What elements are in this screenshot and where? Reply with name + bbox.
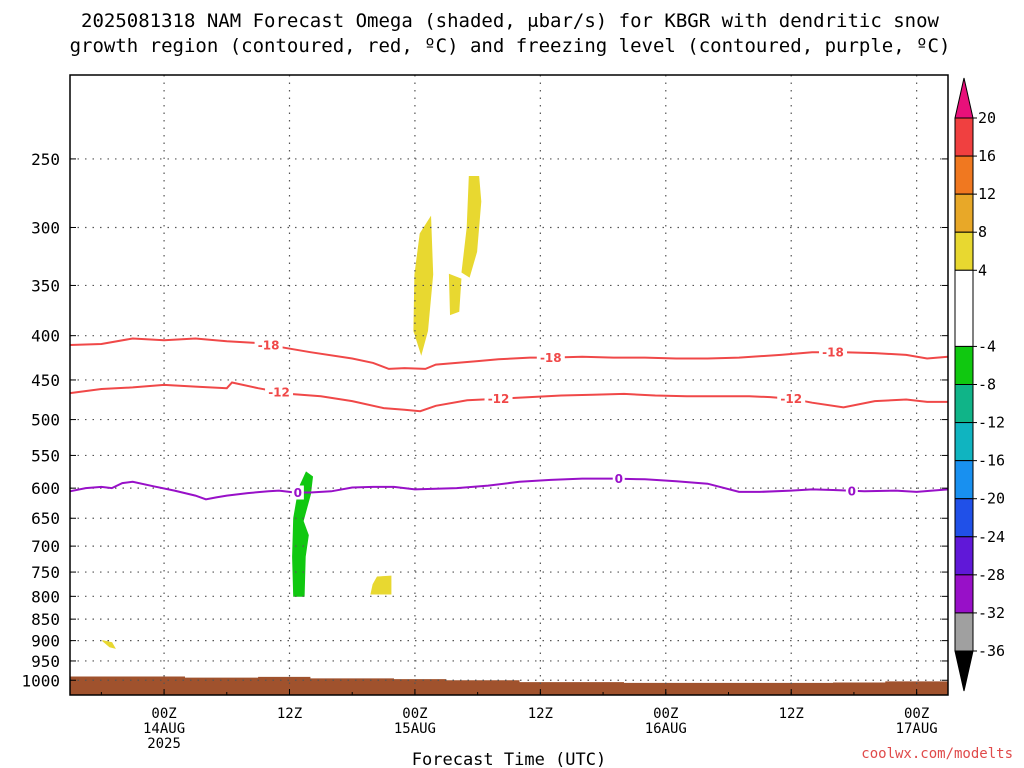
- contour-label-bg-0-2: [819, 345, 848, 360]
- contour-label-bg-0-0: [254, 337, 283, 352]
- x-tick-label-6-3: 2025: [147, 736, 181, 752]
- colorbar-segment-6: [954, 345, 974, 385]
- colorbar-segment-10: [954, 498, 974, 538]
- y-tick-label-550: 550: [31, 446, 60, 465]
- contour-label-0-0: -18: [258, 338, 280, 352]
- omega-region-5: [102, 640, 116, 649]
- x-tick-label-30-1: 00Z: [402, 706, 427, 722]
- y-tick-label-950: 950: [31, 652, 60, 671]
- colorbar-segment-4: [954, 231, 974, 271]
- colorbar-tick-label-1: 16: [978, 147, 996, 165]
- contour-label-0-1: -18: [540, 351, 562, 365]
- x-tick-label-78-2: 17AUG: [896, 721, 938, 737]
- y-tick-label-600: 600: [31, 479, 60, 498]
- y-tick-label-650: 650: [31, 509, 60, 528]
- y-tick-label-700: 700: [31, 537, 60, 556]
- colorbar-tick-label-7: -12: [978, 414, 1005, 432]
- plot-area: [70, 75, 948, 695]
- omega-region-3: [292, 471, 314, 597]
- colorbar-segment-12: [954, 574, 974, 614]
- colorbar-arrow-top: [954, 77, 974, 119]
- contour-label-1-1: -12: [488, 392, 510, 406]
- contour-label-bg-2-2: [845, 483, 858, 498]
- contour-lines: -18 -18 -18 -12 -12 -12 0 0 0: [69, 337, 949, 501]
- colorbar-tick-label-6: -8: [978, 376, 996, 394]
- y-tick-label-350: 350: [31, 276, 60, 295]
- y-tick-label-1000: 1000: [21, 671, 60, 690]
- y-tick-label-250: 250: [31, 150, 60, 169]
- colorbar-segment-5: [954, 269, 974, 347]
- colorbar-segment-9: [954, 460, 974, 500]
- contour-label-0-2: -18: [822, 346, 844, 360]
- colorbar-segment-3: [954, 193, 974, 233]
- x-axis-label: Forecast Time (UTC): [412, 750, 606, 768]
- y-tick-label-300: 300: [31, 218, 60, 237]
- x-tick-label-78-1: 00Z: [904, 706, 929, 722]
- colorbar: 20 16 12 8 4 -4 -8 -12 -16 -20 -24 -28 -32 -36: [954, 77, 1005, 692]
- omega-region-4: [370, 575, 392, 595]
- plot-frame: [69, 74, 949, 696]
- plot-background: [70, 75, 948, 695]
- x-tick-label-6-1: 00Z: [151, 706, 176, 722]
- colorbar-segment-1: [954, 117, 974, 157]
- contour-label-1-2: -12: [780, 392, 802, 406]
- colorbar-tick-label-9: -20: [978, 490, 1005, 508]
- plot-border: [69, 74, 949, 696]
- colorbar-segment-2: [954, 155, 974, 195]
- colorbar-tick-label-10: -24: [978, 528, 1005, 546]
- x-tick-label-30-2: 15AUG: [394, 721, 436, 737]
- contour-label-2-1: 0: [615, 472, 623, 486]
- colorbar-segment-7: [954, 384, 974, 424]
- contour-label-bg-2-0: [291, 485, 304, 500]
- colorbar-tick-label-8: -16: [978, 452, 1005, 470]
- contour-line-2: [69, 477, 949, 501]
- y-tick-label-750: 750: [31, 563, 60, 582]
- title-line-1: 2025081318 NAM Forecast Omega (shaded, μ…: [81, 10, 939, 32]
- colorbar-tick-label-2: 12: [978, 185, 996, 203]
- y-axis-ticks: 250 300 350 400 450 500 550 600 650 700 750 800 850 9…: [21, 150, 948, 690]
- x-tick-label-66-1: 12Z: [779, 706, 804, 722]
- colorbar-tick-label-12: -32: [978, 604, 1005, 622]
- x-tick-label-54-2: 16AUG: [645, 721, 687, 737]
- x-tick-label-42-1: 12Z: [528, 706, 553, 722]
- omega-region-2: [448, 273, 462, 316]
- contour-label-1-0: -12: [268, 386, 290, 400]
- colorbar-tick-label-4: 4: [978, 261, 987, 279]
- y-tick-label-800: 800: [31, 587, 60, 606]
- omega-shaded-regions: [102, 176, 482, 649]
- contour-label-2-0: 0: [294, 486, 302, 500]
- colorbar-tick-label-11: -28: [978, 566, 1005, 584]
- y-tick-label-850: 850: [31, 610, 60, 629]
- colorbar-tick-label-0: 20: [978, 109, 996, 127]
- y-tick-label-900: 900: [31, 632, 60, 651]
- credit-link[interactable]: coolwx.com/modelts: [861, 746, 1013, 762]
- colorbar-segment-8: [954, 422, 974, 462]
- y-tick-label-400: 400: [31, 327, 60, 346]
- colorbar-tick-label-13: -36: [978, 642, 1005, 660]
- omega-region-1: [461, 176, 482, 278]
- contour-label-bg-2-1: [612, 471, 625, 486]
- chart-title: 2025081318 NAM Forecast Omega (shaded, μ…: [70, 10, 951, 57]
- contour-line-0: [69, 337, 949, 370]
- y-tick-label-500: 500: [31, 411, 60, 430]
- y-tick-label-450: 450: [31, 371, 60, 390]
- contour-label-bg-1-0: [265, 385, 294, 400]
- colorbar-tick-label-3: 8: [978, 223, 987, 241]
- x-tick-label-54-1: 00Z: [653, 706, 678, 722]
- contour-label-bg-0-1: [536, 350, 565, 365]
- contour-label-bg-1-2: [777, 391, 806, 406]
- x-tick-label-6-2: 14AUG: [143, 721, 185, 737]
- colorbar-arrow-bottom: [954, 650, 974, 692]
- colorbar-segment-11: [954, 536, 974, 576]
- contour-label-2-2: 0: [848, 484, 856, 498]
- colorbar-segment-13: [954, 612, 974, 652]
- x-tick-label-18-1: 12Z: [277, 706, 302, 722]
- title-line-2: growth region (contoured, red, ºC) and f…: [70, 35, 951, 57]
- colorbar-tick-label-5: -4: [978, 337, 996, 355]
- contour-label-bg-1-1: [484, 391, 513, 406]
